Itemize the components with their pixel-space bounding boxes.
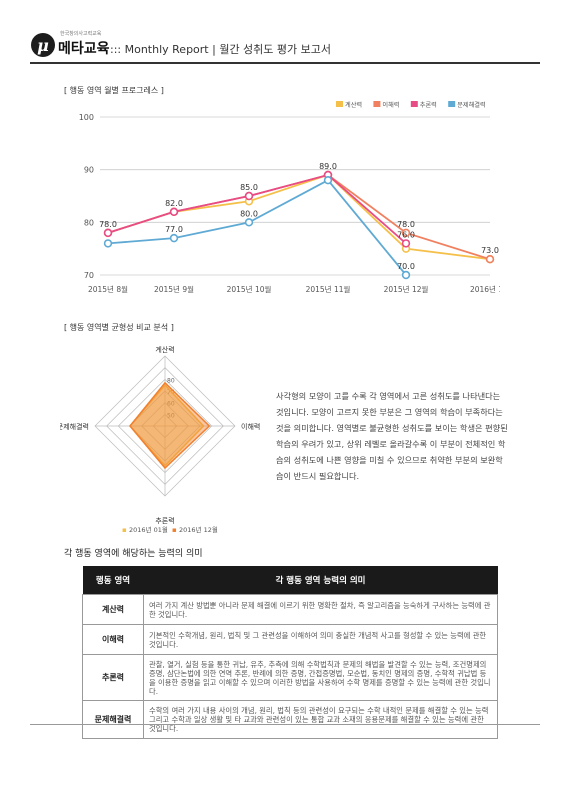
svg-text:μ: μ [37, 36, 49, 55]
data-label: 82.0 [165, 199, 183, 208]
row-area: 계산력 [82, 594, 144, 625]
y-tick-label: 100 [79, 113, 94, 122]
legend-label: 2016년 12월 [179, 525, 218, 534]
radar-axis-label: 문제해결력 [60, 422, 89, 431]
series-line-이해력 [107, 173, 491, 261]
row-description: 관찰, 열거, 실험 등을 통한 귀납, 유추, 추측에 의해 수학법칙과 문제… [143, 654, 498, 701]
table-row: 문제해결력 수학의 여러 가지 내용 사이의 개념, 원리, 법칙 등의 관련성… [82, 700, 498, 739]
logo-mark-icon: μ [31, 33, 55, 57]
radar-axis-label: 추론력 [155, 517, 174, 525]
x-tick-label: 2016년 1월 [470, 284, 500, 294]
data-label: 80.0 [240, 209, 258, 218]
progress-section-title: [ 행동 영역 월별 프로그레스 ] [64, 86, 164, 95]
footer-divider [30, 724, 540, 725]
radar-axis-label: 이해력 [241, 422, 260, 431]
radar-ring-label: 50 [167, 412, 175, 419]
data-label: 70.0 [397, 262, 415, 271]
header-divider [30, 62, 540, 64]
legend-swatch [410, 101, 418, 107]
data-point [401, 270, 411, 280]
report-title: ::: Monthly Report | 월간 성취도 평가 보고서 [110, 43, 332, 56]
data-point [244, 191, 254, 201]
legend-label: 이해력 [382, 101, 399, 109]
data-label: 85.0 [240, 183, 258, 192]
logo-text: 메타교육 [58, 41, 110, 57]
y-tick-label: 80 [84, 218, 94, 227]
y-tick-label: 70 [84, 271, 94, 280]
data-label: 73.0 [481, 246, 499, 255]
row-description: 기본적인 수학개념, 원리, 법칙 및 그 관련성을 이해하여 의미 충실한 개… [143, 624, 498, 655]
data-point [244, 218, 254, 227]
legend-label: 계산력 [345, 101, 362, 109]
x-tick-label: 2015년 12월 [384, 284, 429, 294]
row-area: 문제해결력 [82, 700, 144, 739]
table-header-area: 행동 영역 [82, 566, 144, 595]
legend-marker: ▪ [122, 526, 127, 534]
legend-label: 추론력 [420, 101, 437, 109]
data-label: 77.0 [165, 225, 183, 234]
meaning-section-title: 각 행동 영역에 해당하는 능력의 의미 [64, 549, 203, 559]
table-row: 계산력 여러 가지 계산 방법뿐 아니라 문제 해결에 이르기 위한 명확한 절… [82, 594, 498, 625]
legend-swatch [448, 101, 456, 107]
data-point [103, 228, 113, 238]
x-tick-label: 2015년 11월 [306, 284, 351, 294]
data-point [401, 228, 411, 238]
data-label: 89.0 [319, 162, 337, 171]
data-label: 76.0 [397, 230, 415, 239]
table-header-row: 행동 영역 각 행동 영역 능력의 의미 [82, 566, 498, 595]
row-description: 수학의 여러 가지 내용 사이의 개념, 원리, 법칙 등의 관련성이 요구되는… [143, 700, 498, 739]
radar-axis-label: 계산력 [155, 345, 174, 354]
series-line-계산력 [107, 173, 491, 261]
legend-label: 문제해결력 [457, 101, 485, 109]
row-area: 이해력 [82, 624, 144, 655]
ability-meaning-table: 행동 영역 각 행동 영역 능력의 의미 계산력 여러 가지 계산 방법뿐 아니… [82, 566, 498, 739]
y-tick-label: 90 [84, 166, 94, 175]
data-point [169, 207, 179, 217]
balance-analysis-text: 사각형의 모양이 고를 수록 각 영역에서 고른 성취도를 나타낸다는 것입니다… [276, 391, 508, 481]
data-point [401, 239, 411, 248]
data-label: 78.0 [99, 220, 117, 229]
radar-series-2 [129, 381, 211, 470]
monthly-progress-chart: 70 80 90 100 2015년 8월 2015년 9월 2015년 10월 2015년 … [79, 101, 500, 294]
data-point [103, 239, 113, 248]
x-tick-label: 2015년 8월 [88, 284, 128, 294]
legend-marker: ▪ [172, 526, 177, 534]
balance-section-title: [ 행동 영역별 균형성 비교 분석 ] [64, 323, 174, 332]
legend-swatch [336, 101, 343, 107]
data-point [169, 233, 179, 243]
radar-ring-label: 60 [167, 401, 175, 408]
data-label: 78.0 [397, 220, 415, 229]
table-row: 추론력 관찰, 열거, 실험 등을 통한 귀납, 유추, 추측에 의해 수학법칙… [82, 654, 498, 701]
data-point [323, 175, 333, 185]
row-area: 추론력 [82, 654, 144, 701]
table-row: 이해력 기본적인 수학개념, 원리, 법칙 및 그 관련성을 이해하여 의미 충… [82, 624, 498, 655]
x-tick-label: 2015년 10월 [227, 284, 272, 294]
legend-swatch [373, 101, 381, 107]
legend-label: 2016년 01월 [129, 525, 168, 534]
table-header-meaning: 각 행동 영역 능력의 의미 [143, 566, 498, 595]
x-tick-label: 2015년 9월 [154, 284, 194, 294]
radar-ring-label: 80 [167, 377, 175, 384]
report-header: μ 한국창의사고력교육 메타교육 ::: Monthly Report | 월간… [30, 30, 540, 64]
row-description: 여러 가지 계산 방법뿐 아니라 문제 해결에 이르기 위한 명확한 절차, 즉… [143, 594, 498, 625]
logo-subtitle: 한국창의사고력교육 [60, 31, 102, 37]
data-point [485, 255, 495, 264]
